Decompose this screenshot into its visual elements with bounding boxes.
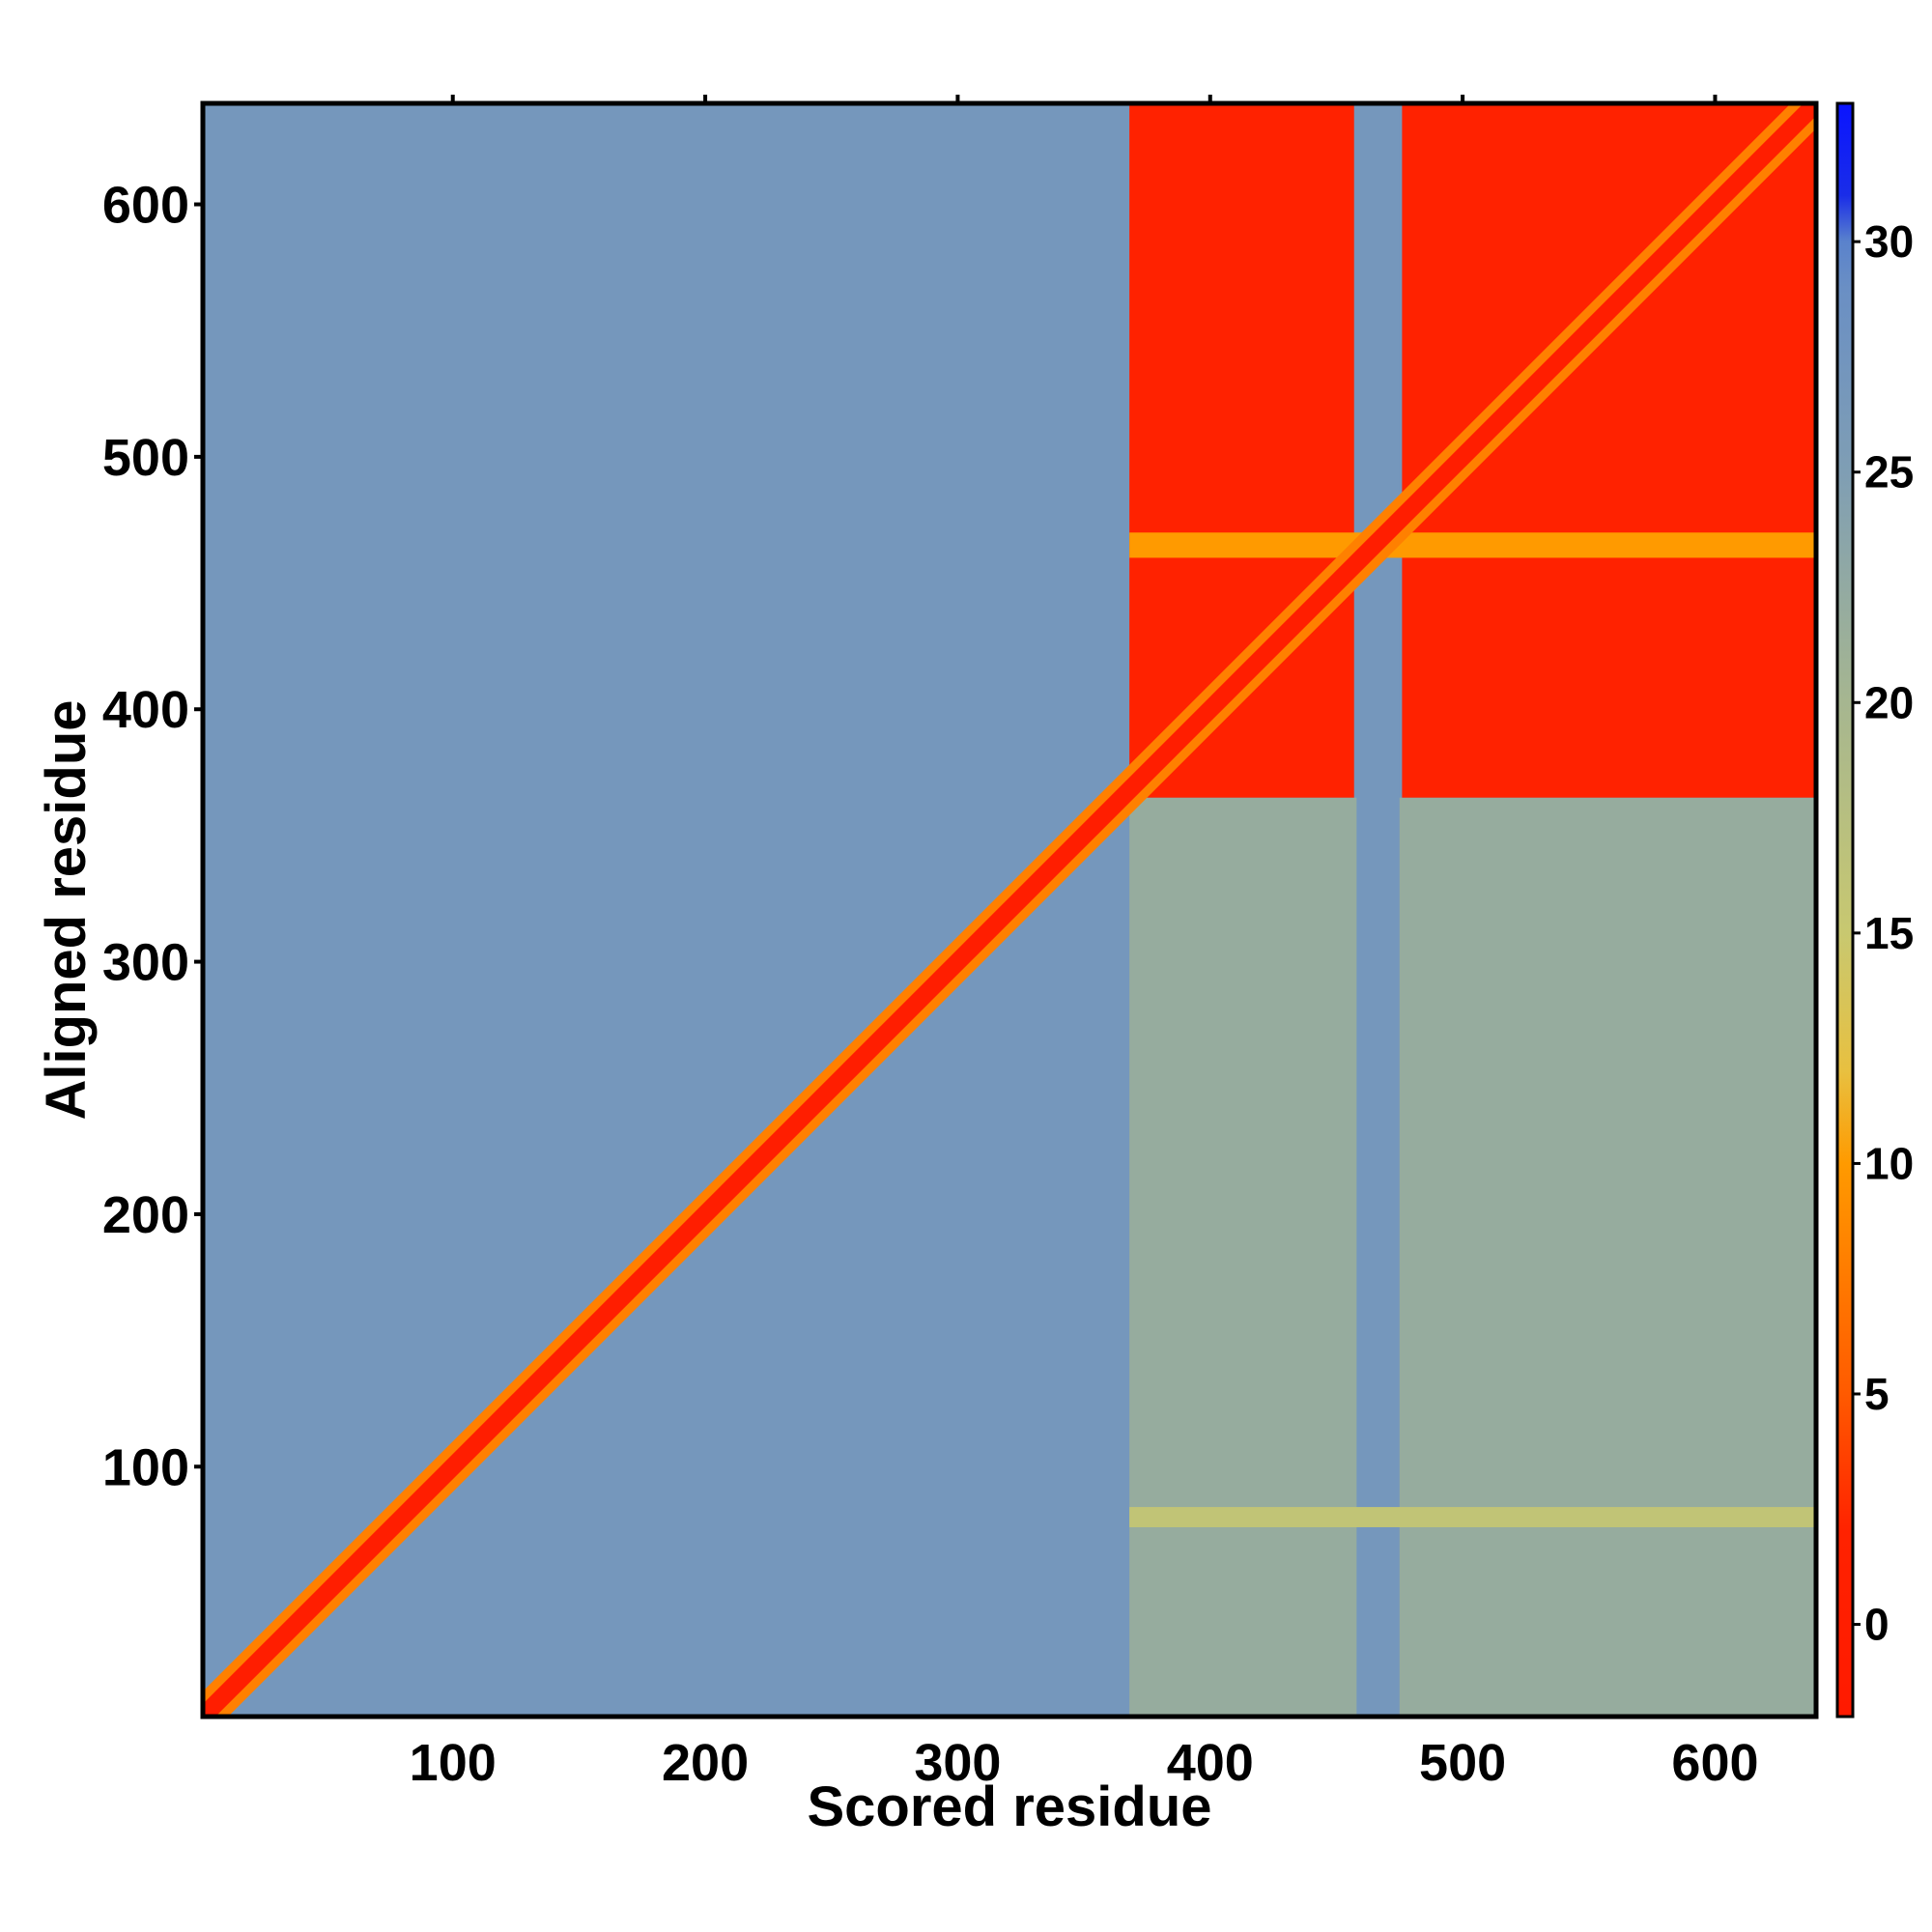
y-tick-label: 300 <box>102 934 189 992</box>
colorbar-tick-label: 15 <box>1864 908 1914 958</box>
x-tick-label: 100 <box>410 1734 497 1792</box>
x-axis: 100 200 300 400 500 600 <box>410 95 1759 1792</box>
heatmap-region-band-aligned-465 <box>1129 532 1816 558</box>
y-tick-label: 100 <box>102 1438 189 1496</box>
y-axis-title: Aligned residue <box>35 699 98 1120</box>
heatmap-region-scored-c-term-vs-aligned-n-term <box>1129 797 1816 1717</box>
x-tick-label: 300 <box>914 1734 1001 1792</box>
colorbar-tick-label: 5 <box>1864 1369 1889 1419</box>
heatmap-region-band-aligned-80 <box>1129 1507 1816 1527</box>
colorbar-gradient <box>1835 101 1855 1719</box>
heatmap-region-linker-column <box>1356 103 1400 1717</box>
x-tick-label: 600 <box>1671 1734 1758 1792</box>
colorbar-tick-label: 0 <box>1864 1600 1889 1650</box>
y-tick-label: 500 <box>102 429 189 487</box>
y-tick-label: 600 <box>102 177 189 235</box>
x-tick-label: 400 <box>1167 1734 1254 1792</box>
colorbar-tick-label: 10 <box>1864 1138 1914 1188</box>
colorbar-tick-label: 30 <box>1864 216 1914 267</box>
colorbar-tick-label: 25 <box>1864 447 1914 497</box>
y-tick-label: 400 <box>102 681 189 739</box>
x-tick-label: 500 <box>1419 1734 1506 1792</box>
heatmap-plot-area <box>203 103 1816 1717</box>
colorbar-tick-label: 20 <box>1864 677 1914 727</box>
x-axis-title: Scored residue <box>807 1776 1211 1838</box>
y-tick-label: 200 <box>102 1186 189 1244</box>
heatmap-diagonal <box>203 103 1816 1717</box>
y-axis: 100 200 300 400 500 600 <box>102 177 203 1496</box>
colorbar: 0 5 10 15 20 25 30 <box>1835 101 1914 1719</box>
x-tick-label: 200 <box>662 1734 749 1792</box>
plot-frame <box>200 100 1819 1719</box>
